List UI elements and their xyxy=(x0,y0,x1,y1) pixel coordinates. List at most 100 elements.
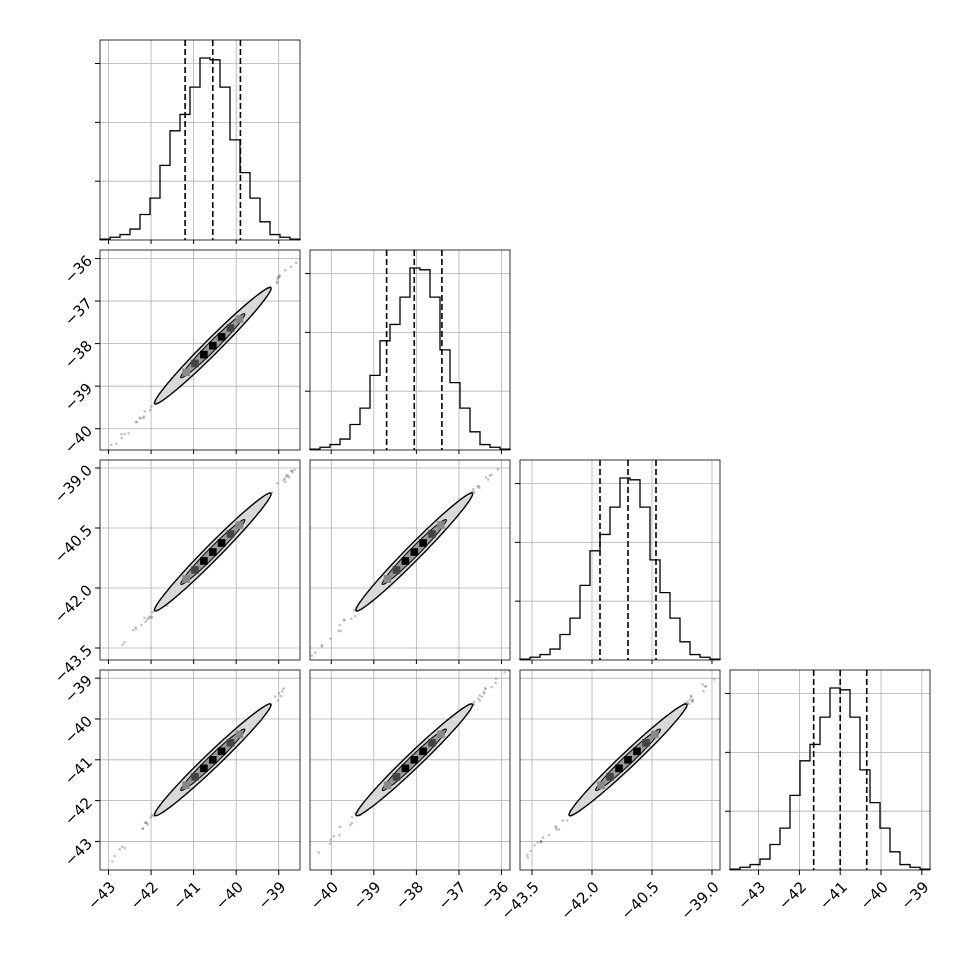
scatter-point xyxy=(536,841,539,844)
scatter-point xyxy=(132,629,135,632)
scatter-point xyxy=(566,819,569,822)
scatter-point xyxy=(143,617,146,620)
scatter-point xyxy=(343,619,346,622)
scatter-point xyxy=(144,620,147,623)
density-cell xyxy=(633,748,641,756)
scatter-point xyxy=(144,821,147,824)
histogram-steps xyxy=(310,268,510,450)
scatter-point xyxy=(704,685,707,688)
scatter-point xyxy=(490,686,493,689)
density-cell xyxy=(428,739,436,747)
histogram-steps xyxy=(520,478,720,660)
density-cell xyxy=(437,731,445,739)
scatter-point xyxy=(274,695,277,698)
scatter-point xyxy=(121,644,124,647)
scatter-point xyxy=(139,417,142,420)
density-cell xyxy=(218,333,226,341)
y-tick-label: −36 xyxy=(61,252,96,287)
density-cell xyxy=(402,557,410,565)
scatter-point xyxy=(497,468,500,471)
density-cell xyxy=(236,731,244,739)
scatter-point xyxy=(134,626,137,629)
density-cell xyxy=(200,351,208,359)
x-tick-label: −40 xyxy=(212,878,247,913)
scatter-point xyxy=(337,629,340,632)
scatter-point xyxy=(148,616,151,619)
scatter-point xyxy=(118,848,121,851)
scatter-point xyxy=(481,696,484,699)
histogram-steps xyxy=(100,58,300,240)
x-tick-label: −43 xyxy=(734,878,769,913)
scatter-point xyxy=(115,443,118,446)
scatter-point xyxy=(686,701,689,704)
y-tick-label: −39 xyxy=(61,379,96,414)
y-axis-2: −43.5−42.0−40.5−39.0 xyxy=(51,461,100,686)
scatter-point xyxy=(149,409,152,412)
density-cells xyxy=(384,521,445,583)
x-tick-label: −42 xyxy=(775,878,810,913)
scatter-point xyxy=(151,616,154,619)
density-cell xyxy=(200,557,208,565)
scatter-point xyxy=(110,444,113,447)
density-cell xyxy=(393,773,401,781)
density-cells xyxy=(182,521,243,583)
scatter-point xyxy=(329,843,332,846)
density-cells xyxy=(182,315,243,376)
scatter-point xyxy=(284,269,287,272)
scatter-point xyxy=(285,475,288,478)
x-tick-label: −39 xyxy=(349,878,384,913)
scatter-point xyxy=(529,850,532,853)
scatter-point xyxy=(142,828,145,831)
scatter-point xyxy=(281,690,284,693)
x-tick-label: −37 xyxy=(435,878,470,913)
scatter-point xyxy=(321,645,324,648)
density-cell xyxy=(200,765,208,773)
scatter-point xyxy=(146,618,149,621)
scatter-panel-0-2 xyxy=(100,460,300,660)
x-tick-label: −39 xyxy=(254,878,289,913)
scatter-point xyxy=(473,701,476,704)
scatter-point xyxy=(526,854,529,857)
density-cell xyxy=(411,548,419,556)
histogram-panel-0 xyxy=(95,40,300,240)
scatter-point xyxy=(495,678,498,681)
x-tick-label: −38 xyxy=(392,878,427,913)
density-cell xyxy=(597,782,605,790)
scatter-point xyxy=(478,694,481,697)
scatter-point xyxy=(120,437,123,440)
scatter-point xyxy=(329,637,332,640)
histogram-panel-1 xyxy=(305,250,510,450)
scatter-point xyxy=(489,474,492,477)
scatter-point xyxy=(351,816,354,819)
scatter-point xyxy=(127,432,130,435)
x-axis-0: −43 −42 −41 −40 −39 xyxy=(84,870,289,913)
scatter-point xyxy=(123,641,126,644)
scatter-point xyxy=(278,274,281,277)
scatter-point xyxy=(485,476,488,479)
density-cell xyxy=(209,548,217,556)
scatter-point xyxy=(113,855,116,858)
scatter-point xyxy=(483,691,486,694)
x-tick-label: −39 xyxy=(897,878,932,913)
density-cell xyxy=(402,765,410,773)
density-cell xyxy=(419,748,427,756)
scatter-point xyxy=(135,421,138,424)
density-cell xyxy=(411,756,419,764)
scatter-panel-1-2 xyxy=(310,460,510,660)
density-cell xyxy=(606,773,614,781)
x-tick-label: −41 xyxy=(169,878,204,913)
scatter-point xyxy=(276,482,279,485)
scatter-point xyxy=(472,488,475,491)
density-cell xyxy=(642,739,650,747)
x-tick-label: −40 xyxy=(307,878,342,913)
scatter-point xyxy=(276,280,279,283)
y-tick-label: −43 xyxy=(61,835,96,870)
scatter-point xyxy=(140,624,143,627)
density-cell xyxy=(384,575,392,583)
scatter-panel-0-1 xyxy=(100,250,300,450)
scatter-point xyxy=(150,816,153,819)
scatter-point xyxy=(280,695,283,698)
density-cell xyxy=(182,369,190,377)
density-cell xyxy=(227,530,235,538)
